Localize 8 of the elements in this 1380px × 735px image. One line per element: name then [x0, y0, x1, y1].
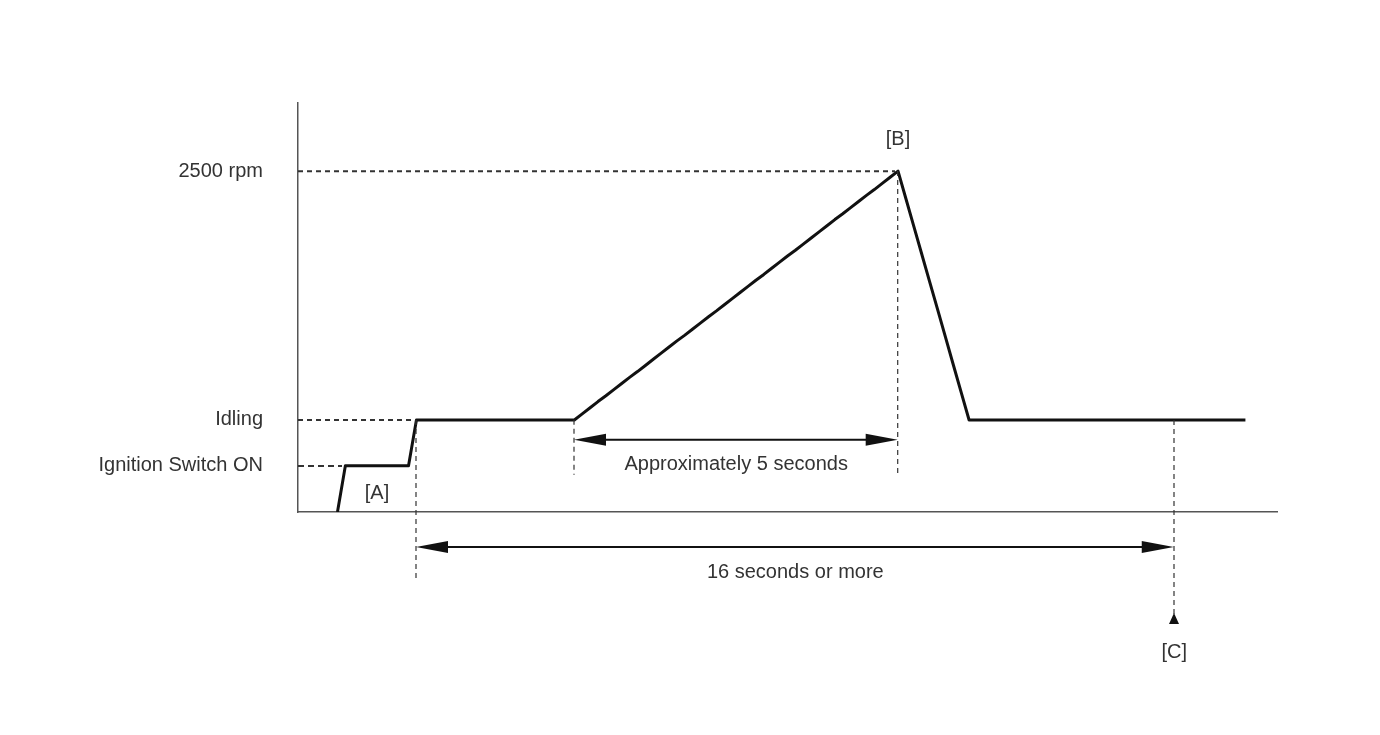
text: Ignition Switch ON: [98, 453, 263, 476]
annotation: [A]: [364, 481, 390, 504]
annotation: Approximately 5 seconds: [624, 452, 848, 475]
text: [C]: [1161, 639, 1187, 662]
text: [B]: [885, 126, 911, 149]
ref-line-label: Idling: [215, 407, 263, 430]
text: 16 seconds or more: [706, 559, 884, 582]
ref-line-label: 2500 rpm: [178, 158, 263, 181]
